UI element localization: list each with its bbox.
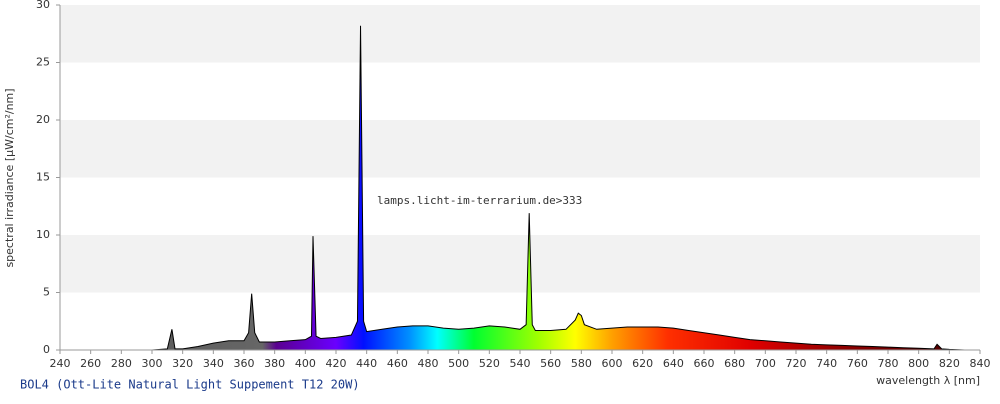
y-tick-label: 25 [36, 56, 50, 69]
grid-band [60, 235, 980, 293]
grid-band [60, 62, 980, 120]
spectrum-line [75, 25, 965, 351]
x-tick-label: 580 [571, 357, 592, 370]
x-tick-label: 280 [111, 357, 132, 370]
grid-band [60, 177, 980, 235]
x-tick-label: 400 [295, 357, 316, 370]
x-tick-label: 520 [479, 357, 500, 370]
x-tick-label: 500 [448, 357, 469, 370]
x-tick-label: 600 [602, 357, 623, 370]
x-tick-label: 320 [172, 357, 193, 370]
x-tick-label: 540 [510, 357, 531, 370]
y-tick-label: 30 [36, 0, 50, 11]
x-tick-label: 820 [939, 357, 960, 370]
x-tick-label: 800 [908, 357, 929, 370]
x-tick-label: 640 [663, 357, 684, 370]
x-tick-label: 460 [387, 357, 408, 370]
x-tick-label: 560 [540, 357, 561, 370]
x-tick-label: 240 [50, 357, 71, 370]
x-tick-label: 340 [203, 357, 224, 370]
x-tick-label: 760 [847, 357, 868, 370]
y-axis-label: spectral irradiance [µW/cm²/nm] [3, 88, 16, 267]
x-tick-label: 780 [878, 357, 899, 370]
y-tick-label: 15 [36, 171, 50, 184]
x-tick-label: 380 [264, 357, 285, 370]
x-tick-label: 300 [142, 357, 163, 370]
x-axis-label: wavelength λ [nm] [876, 374, 980, 387]
caption: BOL4 (Ott-Lite Natural Light Suppement T… [20, 378, 360, 392]
x-tick-label: 360 [234, 357, 255, 370]
x-tick-label: 260 [80, 357, 101, 370]
x-tick-label: 480 [418, 357, 439, 370]
x-tick-label: 740 [816, 357, 837, 370]
x-tick-label: 620 [632, 357, 653, 370]
grid-band [60, 5, 980, 63]
watermark: lamps.licht-im-terrarium.de>333 [377, 194, 582, 207]
x-tick-label: 440 [356, 357, 377, 370]
y-tick-label: 5 [43, 286, 50, 299]
x-tick-label: 840 [970, 357, 991, 370]
y-tick-label: 20 [36, 113, 50, 126]
x-tick-label: 700 [755, 357, 776, 370]
x-tick-label: 660 [694, 357, 715, 370]
x-tick-label: 680 [724, 357, 745, 370]
x-tick-label: 420 [326, 357, 347, 370]
x-tick-label: 720 [786, 357, 807, 370]
grid-band [60, 120, 980, 178]
y-tick-label: 0 [43, 343, 50, 356]
y-tick-label: 10 [36, 228, 50, 241]
